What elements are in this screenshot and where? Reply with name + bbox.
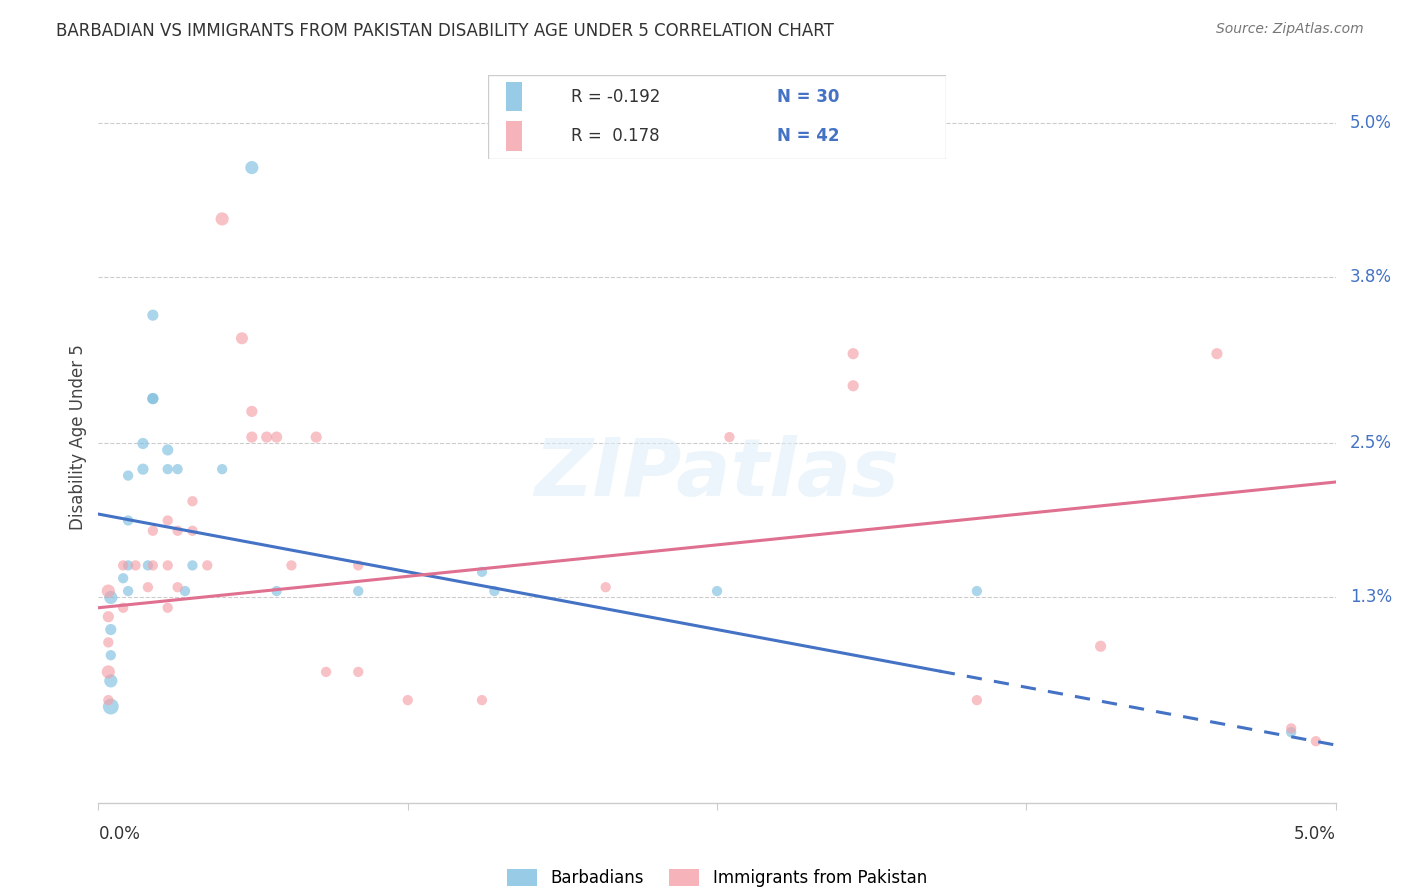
Text: 5.0%: 5.0% [1294, 825, 1336, 843]
Text: 3.8%: 3.8% [1350, 268, 1392, 285]
Point [156, 442, 179, 457]
Point [142, 308, 165, 322]
Text: 2.5%: 2.5% [1350, 434, 1392, 452]
Point [156, 600, 179, 615]
Point [117, 558, 139, 573]
Point [1206, 346, 1229, 360]
Point [97, 584, 120, 599]
Point [347, 558, 370, 573]
Point [1279, 725, 1302, 739]
Point [166, 524, 188, 538]
Point [132, 462, 155, 476]
Point [280, 558, 302, 573]
Point [142, 524, 165, 538]
Point [156, 462, 179, 476]
Text: BARBADIAN VS IMMIGRANTS FROM PAKISTAN DISABILITY AGE UNDER 5 CORRELATION CHART: BARBADIAN VS IMMIGRANTS FROM PAKISTAN DI… [56, 22, 834, 40]
Point [97, 665, 120, 679]
Text: 0.0%: 0.0% [98, 825, 141, 843]
Point [347, 665, 370, 679]
Point [100, 591, 122, 605]
Point [100, 623, 122, 637]
Point [595, 580, 617, 594]
Point [471, 565, 494, 579]
Point [266, 430, 288, 444]
Legend: Barbadians, Immigrants from Pakistan: Barbadians, Immigrants from Pakistan [501, 863, 934, 892]
Point [966, 693, 988, 707]
Point [97, 609, 120, 624]
Point [240, 161, 263, 175]
Point [181, 494, 204, 508]
Point [181, 524, 204, 538]
Text: 1.3%: 1.3% [1350, 589, 1392, 607]
Point [231, 331, 253, 345]
Point [396, 693, 419, 707]
Point [166, 580, 188, 594]
Point [97, 635, 120, 649]
Point [174, 584, 197, 599]
Point [195, 558, 218, 573]
Point [156, 514, 179, 528]
Point [124, 558, 146, 573]
Point [142, 392, 165, 406]
Point [112, 600, 135, 615]
Point [142, 558, 165, 573]
Point [117, 584, 139, 599]
Text: Source: ZipAtlas.com: Source: ZipAtlas.com [1216, 22, 1364, 37]
Point [166, 462, 188, 476]
Point [136, 580, 159, 594]
Point [112, 558, 135, 573]
Point [136, 558, 159, 573]
Point [211, 462, 233, 476]
Point [315, 665, 337, 679]
Point [211, 211, 233, 226]
Point [112, 571, 135, 585]
Point [266, 584, 288, 599]
Point [97, 693, 120, 707]
Point [256, 430, 278, 444]
Point [156, 558, 179, 573]
Point [100, 699, 122, 714]
Point [117, 514, 139, 528]
Text: 5.0%: 5.0% [1350, 113, 1392, 132]
Point [718, 430, 741, 444]
Point [966, 584, 988, 599]
Y-axis label: Disability Age Under 5: Disability Age Under 5 [69, 344, 87, 530]
Point [117, 468, 139, 483]
Text: ZIPatlas: ZIPatlas [534, 434, 900, 513]
Point [1279, 722, 1302, 736]
Point [142, 392, 165, 406]
Point [1090, 639, 1112, 653]
Point [347, 584, 370, 599]
Point [100, 673, 122, 688]
Point [132, 436, 155, 450]
Point [484, 584, 506, 599]
Point [240, 404, 263, 418]
Point [240, 430, 263, 444]
Point [305, 430, 328, 444]
Point [100, 648, 122, 663]
Point [181, 558, 204, 573]
Point [842, 378, 865, 392]
Point [1305, 734, 1327, 748]
Point [471, 693, 494, 707]
Point [842, 346, 865, 360]
Point [706, 584, 728, 599]
